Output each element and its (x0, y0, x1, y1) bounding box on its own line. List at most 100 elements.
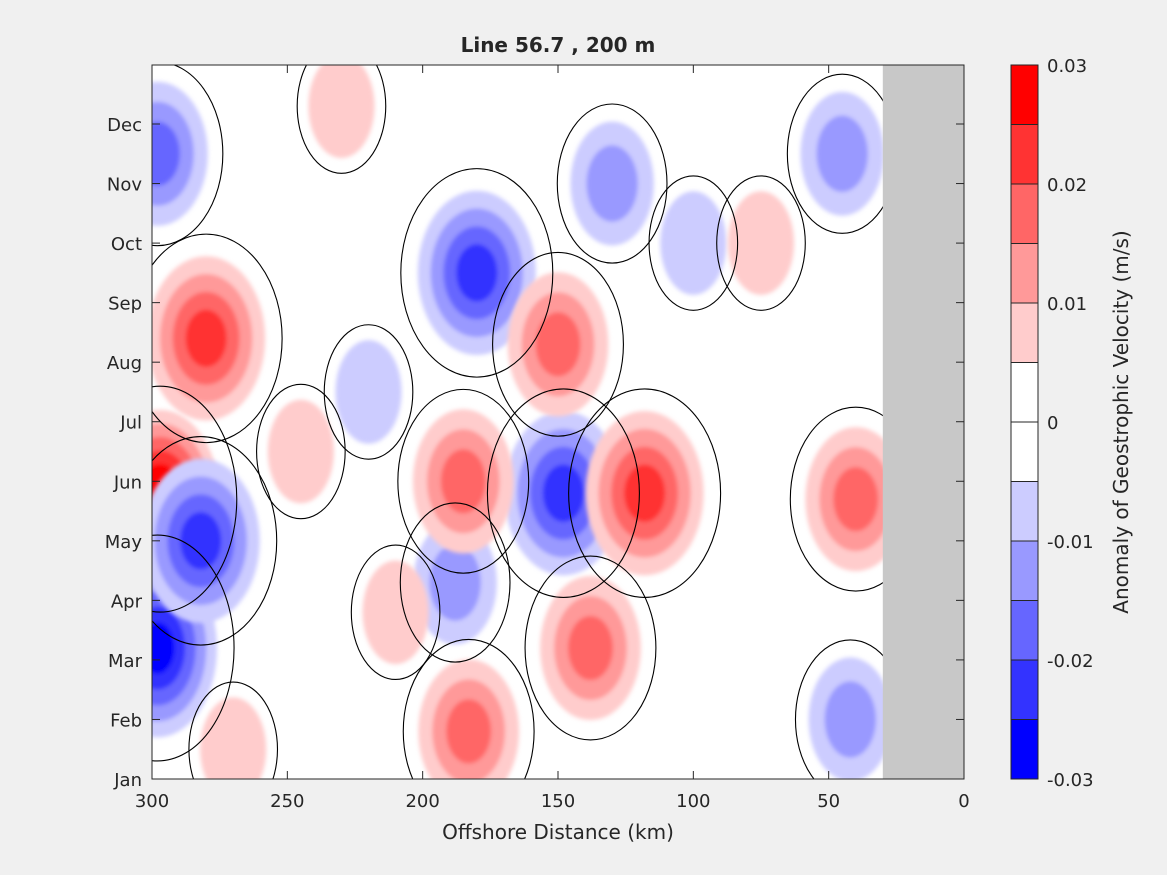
y-tick-label: Feb (110, 710, 142, 731)
x-tick-label: 250 (270, 791, 304, 812)
colorbar-tick-label: 0 (1047, 413, 1058, 434)
zero-contour-line (399, 502, 511, 663)
zero-contour-line (397, 388, 530, 574)
y-tick-label: May (105, 532, 143, 553)
contour-level (152, 121, 180, 186)
y-tick-label: Jan (113, 770, 142, 791)
colorbar-swatch (1011, 660, 1038, 720)
contour-level (180, 512, 222, 570)
colorbar-swatch (1011, 422, 1038, 482)
contour-level (833, 467, 879, 532)
zero-contour-line (400, 168, 554, 378)
colorbar-swatch (1011, 124, 1038, 184)
colorbar-swatch (1011, 243, 1038, 303)
zero-contour-line (648, 175, 739, 311)
x-tick-label: 150 (541, 791, 575, 812)
contour-level (440, 449, 486, 514)
y-tick-label: Oct (111, 234, 142, 255)
colorbar-swatch (1011, 65, 1038, 125)
colorbar-tick-label: 0.01 (1047, 294, 1087, 315)
positive-anomaly-region (152, 256, 266, 421)
contour-level (362, 560, 429, 665)
contour-level (267, 399, 334, 504)
zero-contour-line (152, 233, 283, 444)
zero-contour-layer (152, 65, 922, 779)
positive-anomaly-region (418, 659, 520, 779)
colorbar-swatch (1011, 541, 1038, 601)
contour-level (542, 464, 584, 522)
y-tick-label: Sep (108, 294, 142, 315)
contour-level (429, 544, 481, 621)
zero-contour-line (188, 681, 279, 779)
zero-contour-line (152, 436, 278, 646)
x-tick-label: 0 (958, 791, 969, 812)
x-axis-label: Offshore Distance (km) (442, 820, 674, 844)
x-axis: 300 250 200 150 100 50 0 (135, 65, 970, 812)
contour-fill-layer (152, 65, 907, 779)
zero-contour-line (524, 555, 657, 741)
positive-anomaly-region (308, 65, 375, 158)
y-tick-label: Dec (107, 115, 142, 136)
y-tick-label: Jun (113, 472, 142, 493)
x-tick-label: 100 (676, 791, 710, 812)
positive-anomaly-region (200, 697, 267, 779)
contour-level (568, 615, 613, 681)
y-tick-label: Aug (107, 353, 142, 374)
x-tick-label: 200 (405, 791, 439, 812)
zero-contour-line (350, 544, 441, 681)
zero-contour-line (296, 65, 387, 174)
colorbar-frame (1010, 64, 1039, 780)
positive-anomaly-region (362, 560, 429, 665)
zero-contour-line (152, 534, 235, 762)
contour-level (727, 191, 795, 295)
contour-level (185, 309, 227, 367)
positive-anomaly-region (507, 272, 609, 417)
negative-anomaly-region (570, 121, 654, 246)
contour-level (624, 464, 666, 522)
colorbar-tick-label: 0.02 (1047, 175, 1087, 196)
y-tick-label: Nov (107, 175, 142, 196)
zero-contour-line (323, 324, 414, 460)
contour-level (660, 191, 727, 295)
zero-contour-line (152, 65, 224, 247)
positive-anomaly-region (727, 191, 795, 295)
contour-level (335, 340, 402, 444)
y-axis: Jan Feb Mar Apr May Jun Jul Aug Sep Oct Nov Dec (105, 115, 964, 791)
colorbar-swatch (1011, 719, 1038, 779)
y-tick-label: Jul (119, 413, 142, 434)
contour-level (586, 145, 638, 222)
colorbar-tick-label: -0.03 (1047, 770, 1094, 791)
positive-anomaly-region (540, 575, 641, 721)
colorbar-swatch (1011, 184, 1038, 244)
colorbar-tick-label: 0.03 (1047, 56, 1087, 77)
chart-title: Line 56.7 , 200 m (461, 33, 656, 57)
zero-contour-line (256, 383, 346, 520)
zero-contour-line (716, 175, 806, 311)
negative-anomaly-region (152, 458, 260, 623)
negative-anomaly-region (335, 340, 402, 444)
y-tick-label: Mar (108, 651, 143, 672)
negative-anomaly-region (504, 411, 623, 576)
colorbar-swatch (1011, 600, 1038, 660)
zero-contour-line (492, 251, 624, 437)
negative-anomaly-region (800, 91, 884, 216)
negative-anomaly-region (413, 520, 497, 645)
colorbar-tick-label: -0.01 (1047, 532, 1094, 553)
colorbar: -0.03 -0.02 -0.01 0 0.01 0.02 0.03 (1010, 56, 1094, 791)
zero-contour-line (556, 103, 668, 264)
contour-level (446, 699, 492, 764)
positive-anomaly-region (585, 411, 704, 576)
contour-level (824, 681, 876, 758)
plot-area: 300 250 200 150 100 50 0 Jan Feb Mar Apr May Jun Jul… (105, 64, 970, 812)
negative-anomaly-region (417, 190, 536, 356)
positive-anomaly-region (412, 409, 514, 554)
zero-contour-line (568, 388, 722, 598)
colorbar-tick-label: -0.02 (1047, 651, 1094, 672)
positive-anomaly-region (805, 427, 907, 572)
negative-anomaly-region (808, 657, 892, 779)
colorbar-swatch (1011, 481, 1038, 541)
negative-anomaly-region (660, 191, 727, 295)
contour-level (816, 115, 868, 192)
zero-contour-line (486, 388, 640, 598)
